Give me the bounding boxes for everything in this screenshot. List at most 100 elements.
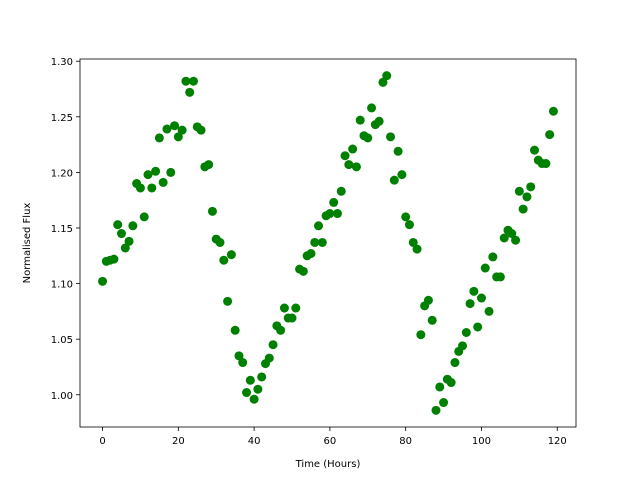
y-tick-label: 1.15	[51, 224, 73, 235]
data-point	[511, 235, 521, 245]
data-point	[128, 221, 138, 231]
data-point	[340, 151, 350, 161]
data-point	[367, 103, 377, 113]
y-tick-label: 1.05	[51, 335, 73, 346]
data-point	[226, 250, 236, 260]
data-point	[423, 295, 433, 305]
data-point	[196, 125, 206, 135]
data-point	[382, 71, 392, 81]
data-point	[439, 398, 449, 408]
data-point	[473, 322, 483, 332]
data-point	[162, 124, 172, 134]
data-point	[238, 358, 248, 368]
data-point	[522, 192, 532, 202]
data-point	[181, 76, 191, 86]
data-point	[329, 197, 339, 207]
data-point	[249, 394, 259, 404]
data-point	[461, 327, 471, 337]
data-point	[245, 375, 255, 385]
data-points	[98, 71, 558, 415]
data-point	[416, 330, 426, 340]
y-tick-label: 1.10	[51, 280, 73, 291]
data-point	[135, 183, 145, 193]
data-point	[120, 243, 130, 253]
data-point	[488, 252, 498, 262]
data-point	[465, 299, 475, 309]
x-axis-label: Time (Hours)	[295, 459, 361, 470]
data-point	[427, 315, 437, 325]
data-point	[185, 87, 195, 97]
data-point	[154, 133, 164, 143]
data-point	[109, 254, 119, 264]
data-point	[113, 220, 123, 230]
data-point	[287, 313, 297, 323]
data-point	[306, 249, 316, 259]
data-point	[276, 325, 286, 335]
data-point	[378, 77, 388, 87]
data-point	[336, 186, 346, 196]
data-point	[139, 212, 149, 222]
data-point	[431, 405, 441, 415]
data-point	[344, 160, 354, 170]
data-point	[317, 237, 327, 247]
data-point	[446, 378, 456, 388]
data-point	[124, 236, 134, 246]
data-point	[268, 340, 278, 350]
axes-frame	[79, 58, 577, 428]
data-point	[230, 325, 240, 335]
data-point	[393, 146, 403, 156]
data-point	[545, 130, 555, 140]
data-point	[355, 115, 365, 125]
data-point	[166, 167, 176, 177]
data-point	[495, 272, 505, 282]
data-point	[526, 182, 536, 192]
data-point	[450, 358, 460, 368]
data-point	[499, 233, 509, 243]
data-point	[188, 76, 198, 86]
data-point	[332, 209, 342, 219]
data-point	[314, 221, 324, 231]
data-point	[435, 382, 445, 392]
data-point	[408, 237, 418, 247]
data-point	[518, 204, 528, 214]
data-point	[507, 229, 517, 239]
data-point	[548, 106, 558, 116]
data-point	[264, 353, 274, 363]
data-point	[234, 351, 244, 361]
data-point	[207, 206, 217, 216]
x-tick-label: 0	[99, 436, 105, 447]
x-tick-label: 60	[324, 436, 337, 447]
data-point	[253, 384, 263, 394]
data-point	[223, 296, 233, 306]
data-point	[170, 121, 180, 131]
x-tick-label: 100	[472, 436, 491, 447]
x-tick-label: 80	[399, 436, 412, 447]
data-point	[242, 388, 252, 398]
data-point	[484, 306, 494, 316]
data-point	[279, 303, 289, 313]
y-tick-label: 1.30	[51, 57, 73, 68]
data-point	[514, 186, 524, 196]
data-point	[363, 133, 373, 143]
data-point	[298, 266, 308, 276]
data-point	[480, 263, 490, 273]
data-point	[397, 170, 407, 180]
data-point	[204, 160, 214, 170]
data-point	[476, 293, 486, 303]
data-point	[469, 286, 479, 296]
data-point	[219, 255, 229, 265]
data-point	[348, 144, 358, 154]
data-point	[530, 145, 540, 155]
y-axis-ticks: 1.00 1.05 1.10 1.15 1.20 1.25 1.30	[51, 57, 80, 402]
data-point	[291, 303, 301, 313]
y-tick-label: 1.00	[51, 391, 73, 402]
x-axis-ticks: 0 20 40 60 80 100 120	[99, 427, 567, 447]
y-tick-label: 1.20	[51, 168, 73, 179]
data-point	[116, 229, 126, 239]
data-point	[412, 244, 422, 254]
data-point	[541, 159, 551, 169]
data-point	[325, 209, 335, 219]
data-point	[151, 166, 161, 176]
x-tick-label: 120	[548, 436, 567, 447]
data-point	[173, 132, 183, 142]
